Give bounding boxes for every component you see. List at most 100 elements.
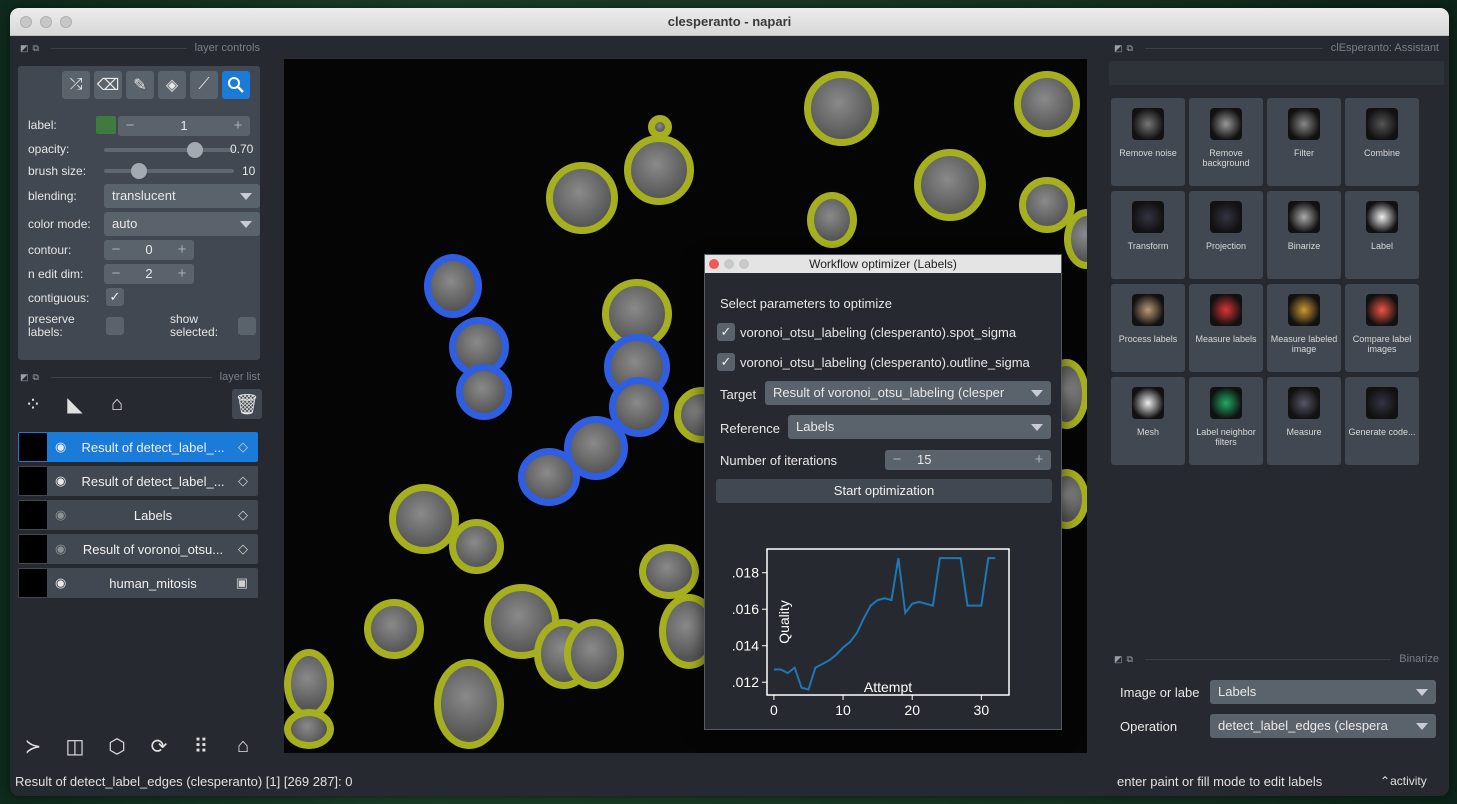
chart-frame (766, 548, 1010, 696)
shuffle-colors-button[interactable]: ⤮ (62, 71, 90, 99)
tag-icon: ◇ (238, 439, 248, 454)
dialog-close-button[interactable] (709, 259, 719, 269)
assistant-item[interactable]: Combine (1345, 98, 1419, 186)
assistant-item[interactable]: Label (1345, 191, 1419, 279)
zoom-window-button[interactable] (60, 16, 72, 28)
y-tick-label: .016 (732, 601, 759, 617)
operation-combo[interactable]: detect_label_edges (clespera (1210, 714, 1436, 738)
activity-button[interactable]: ⌃activity (1380, 774, 1427, 788)
assistant-search-bar[interactable] (1109, 61, 1444, 85)
assistant-item[interactable]: Process labels (1111, 284, 1185, 372)
cell-label-outline (807, 192, 857, 248)
paint-tool[interactable]: ✎ (126, 71, 154, 99)
grid-icon: ⠿ (193, 735, 209, 758)
assistant-item[interactable]: Compare label images (1345, 284, 1419, 372)
close-dock-icon[interactable]: ⧉ (32, 371, 39, 382)
reference-combo[interactable]: Labels (788, 415, 1051, 439)
layer-row[interactable]: ◉ Result of detect_label_... ◇ (18, 466, 258, 496)
new-labels-layer-button[interactable]: ⌂ (102, 389, 132, 419)
delete-layer-button[interactable]: 🗑 (232, 389, 262, 419)
contiguous-checkbox[interactable]: ✓ (106, 288, 124, 306)
assistant-item[interactable]: Measure labels (1189, 284, 1263, 372)
float-dock-icon[interactable]: ◩ (1114, 653, 1123, 664)
minimize-window-button[interactable] (40, 16, 52, 28)
assistant-item-label: Label (1370, 241, 1394, 251)
assistant-item[interactable]: Generate code... (1345, 377, 1419, 465)
opacity-slider[interactable] (104, 142, 234, 158)
eye-icon[interactable]: ◉ (55, 473, 67, 488)
brush-size-slider-handle[interactable] (131, 163, 148, 179)
spot-sigma-checkbox[interactable]: ✓ (717, 323, 735, 341)
new-points-layer-button[interactable]: ⁘ (18, 389, 48, 419)
points-icon: ⁘ (24, 393, 42, 416)
blending-combo[interactable]: translucent (104, 184, 260, 208)
erase-tool[interactable]: ⌫ (94, 71, 122, 99)
assistant-item[interactable]: Filter (1267, 98, 1341, 186)
show-selected-checkbox[interactable] (238, 317, 256, 335)
image-or-labels-combo[interactable]: Labels (1210, 680, 1436, 704)
y-axis-label: Quality (776, 600, 792, 644)
label-color-swatch (96, 116, 116, 134)
assistant-item[interactable]: Label neighbor filters (1189, 377, 1263, 465)
assistant-item-label: Compare label images (1352, 334, 1412, 354)
assistant-item[interactable]: Measure (1267, 377, 1341, 465)
title-bar: clesperanto - napari (10, 8, 1449, 36)
checkmark-icon: ✓ (720, 354, 732, 369)
close-dock-icon[interactable]: ⧉ (1126, 653, 1133, 664)
terminal-icon: ≻ (24, 735, 42, 758)
image-or-labels-label: Image or labe (1120, 685, 1200, 700)
n-edit-dim-spinbox[interactable]: −2 + (104, 264, 194, 284)
reset-view-button[interactable]: ⌂ (228, 731, 258, 761)
layer-row[interactable]: ◉ Result of voronoi_otsu... ◇ (18, 534, 258, 564)
color-mode-combo[interactable]: auto (104, 212, 260, 236)
assistant-item[interactable]: Transform (1111, 191, 1185, 279)
eye-icon[interactable]: ◉ (55, 575, 67, 590)
picker-tool[interactable]: ⟋ (190, 71, 218, 99)
ndisplay-button[interactable]: ◫ (60, 731, 90, 761)
float-dock-icon[interactable]: ◩ (1114, 42, 1123, 53)
layer-row[interactable]: ◉ Labels ◇ (18, 500, 258, 530)
close-window-button[interactable] (20, 16, 32, 28)
operation-thumbnail-icon (1132, 387, 1164, 419)
assistant-item[interactable]: Mesh (1111, 377, 1185, 465)
layer-row[interactable]: ◉ Result of detect_label_... ◇ (18, 432, 258, 462)
contour-spinbox[interactable]: −0 + (104, 240, 194, 260)
grid-view-button[interactable]: ⠿ (186, 731, 216, 761)
label-label: label: (28, 118, 57, 132)
outline-sigma-checkbox[interactable]: ✓ (717, 353, 735, 371)
assistant-item[interactable]: Binarize (1267, 191, 1341, 279)
eye-hidden-icon[interactable]: ◉ (55, 541, 67, 556)
tag-icon: ⌂ (110, 392, 124, 415)
dialog-zoom-button[interactable] (739, 259, 749, 269)
target-combo[interactable]: Result of voronoi_otsu_labeling (clesper (765, 381, 1051, 405)
cell-label-outline (546, 162, 618, 234)
iterations-spinbox[interactable]: −15 + (885, 450, 1051, 470)
eye-hidden-icon[interactable]: ◉ (55, 507, 67, 522)
opacity-slider-handle[interactable] (187, 142, 203, 158)
close-dock-icon[interactable]: ⧉ (32, 42, 39, 53)
assistant-item-label: Measure (1286, 427, 1322, 437)
assistant-item[interactable]: Projection (1189, 191, 1263, 279)
assistant-item[interactable]: Measure labeled image (1267, 284, 1341, 372)
new-shapes-layer-button[interactable]: ◣ (60, 389, 90, 419)
transpose-button[interactable]: ⟳ (144, 731, 174, 761)
assistant-item[interactable]: Remove noise (1111, 98, 1185, 186)
brush-size-slider[interactable] (104, 163, 234, 179)
pan-zoom-tool[interactable] (222, 71, 250, 99)
start-optimization-button[interactable]: Start optimization (716, 479, 1052, 503)
console-button[interactable]: ≻ (18, 731, 48, 761)
float-dock-icon[interactable]: ◩ (20, 371, 29, 382)
close-dock-icon[interactable]: ⧉ (1126, 42, 1133, 53)
layer-row[interactable]: ◉ human_mitosis ▣ (18, 568, 258, 598)
dialog-minimize-button[interactable] (724, 259, 734, 269)
float-dock-icon[interactable]: ◩ (20, 42, 29, 53)
roll-dims-button[interactable]: ⬡ (102, 731, 132, 761)
label-spinbox[interactable]: −1 + (118, 116, 250, 136)
assistant-item[interactable]: Remove background (1189, 98, 1263, 186)
fill-tool[interactable]: ◈ (158, 71, 186, 99)
eye-icon[interactable]: ◉ (55, 439, 67, 454)
operation-thumbnail-icon (1288, 294, 1320, 326)
color-mode-label: color mode: (28, 217, 91, 231)
preserve-labels-checkbox[interactable] (106, 317, 124, 335)
assistant-item-label: Binarize (1287, 241, 1321, 251)
